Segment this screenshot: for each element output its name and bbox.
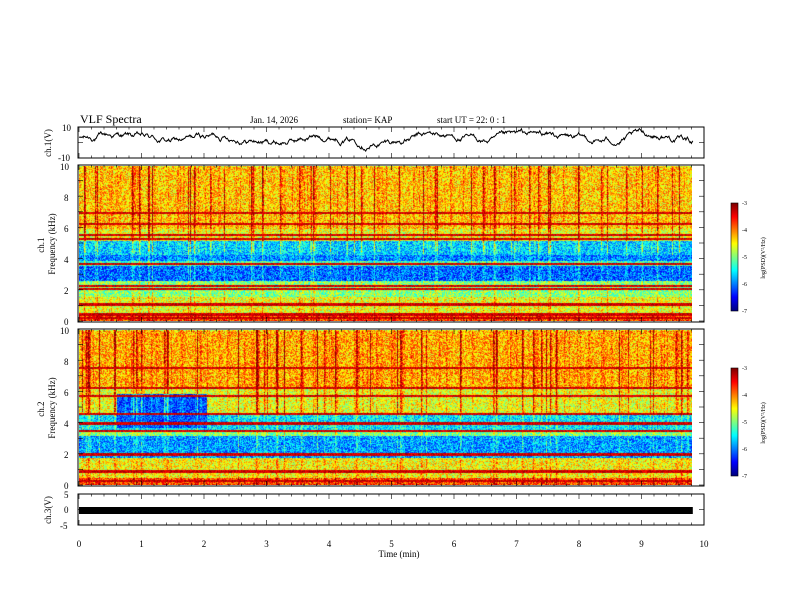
- ch1-cb-tick-6: -6: [742, 282, 747, 288]
- ch2-ylabel-line1: ch.2: [36, 402, 46, 417]
- ch1-waveform-trace: [78, 127, 694, 152]
- start-time-label: start UT = 22: 0 : 1: [437, 115, 506, 125]
- ch1-colorbar: [731, 203, 738, 311]
- ch1-ytick-2: 2: [64, 286, 69, 296]
- ch2-spectrogram-image: [79, 330, 692, 485]
- ch1-spectrogram-image: [79, 166, 692, 321]
- ch3-ytick-minus5: -5: [60, 521, 68, 531]
- time-tick-label-2: 2: [202, 539, 207, 549]
- ch2-spectrogram-frame: [77, 328, 705, 487]
- ch1-ylabel-line1: ch.1: [36, 238, 46, 253]
- ch3-ytick-0: 0: [64, 505, 69, 515]
- time-tick-label-10: 10: [700, 539, 710, 549]
- time-axis-label: Time (min): [379, 549, 420, 559]
- ch3-ytick-5: 5: [64, 490, 69, 500]
- time-tick-label-9: 9: [639, 539, 644, 549]
- ch3-waveform-panel: 5 0 -5 ch.3(V) 0 1 2 3 4 5 6 7 8 9 10 Time (min): [43, 490, 709, 559]
- date-label: Jan. 14, 2026: [250, 115, 298, 125]
- ch2-spectrogram-panel: 0 2 4 6 8 10 ch.2 Frequency (kHz) -3 -4 …: [36, 326, 767, 491]
- ch2-cb-tick-3: -3: [742, 366, 747, 372]
- ch3-ylabel: ch.3(V): [43, 496, 53, 524]
- time-tick-label-8: 8: [577, 539, 582, 549]
- time-tick-label-1: 1: [139, 539, 144, 549]
- ch1-ytick-8: 8: [64, 193, 69, 203]
- time-tick-label-0: 0: [77, 539, 82, 549]
- ch1-ylabel-line2: Frequency (kHz): [47, 213, 57, 274]
- ch2-cb-tick-4: -4: [742, 393, 747, 399]
- ch2-ytick-10: 10: [60, 326, 70, 336]
- ch2-cb-tick-6: -6: [742, 447, 747, 453]
- ch3-waveform-trace: [79, 507, 693, 514]
- ch3-waveform-ticks: [78, 494, 705, 525]
- ch1-colorbar-label: log(PSD)(V²/Hz): [760, 237, 767, 278]
- ch1-waveform-ticks: [78, 127, 705, 158]
- ch1-ytick-bottom: -10: [58, 153, 70, 163]
- ch1-cb-tick-7: -7: [742, 309, 747, 315]
- ch1-colorbar-frame: [730, 202, 739, 312]
- ch1-ytick-10: 10: [60, 162, 70, 172]
- ch2-ytick-2: 2: [64, 450, 69, 460]
- ch2-ytick-6: 6: [64, 388, 69, 398]
- ch1-spectrogram-ticks: [78, 164, 705, 322]
- ch1-cb-tick-5: -5: [742, 255, 747, 261]
- ch2-colorbar-frame: [730, 367, 739, 477]
- ch2-colorbar: [731, 368, 738, 476]
- time-tick-label-5: 5: [389, 539, 394, 549]
- ch2-cb-tick-5: -5: [742, 420, 747, 426]
- ch1-ytick-4: 4: [64, 255, 69, 265]
- time-axis-tick-labels: 0 1 2 3 4 5 6 7 8 9 10: [77, 539, 709, 549]
- ch1-waveform-panel: 10 -10 ch.1(V): [43, 123, 705, 163]
- ch1-spectrogram-frame: [77, 164, 705, 323]
- ch1-spectrogram-panel: 0 2 4 6 8 10 ch.1 Frequency (kHz) -3 -4 …: [36, 162, 767, 327]
- ch2-colorbar-label: log(PSD)(V²/Hz): [760, 402, 767, 443]
- ch2-ytick-8: 8: [64, 357, 69, 367]
- ch2-ytick-4: 4: [64, 419, 69, 429]
- ch1-spectrogram-ylabel: ch.1 Frequency (kHz): [36, 213, 57, 274]
- ch2-spectrogram-ylabel: ch.2 Frequency (kHz): [36, 377, 57, 438]
- ch2-ytick-0: 0: [64, 481, 69, 491]
- ch2-ylabel-line2: Frequency (kHz): [47, 377, 57, 438]
- time-tick-label-6: 6: [452, 539, 457, 549]
- ch1-ytick-6: 6: [64, 224, 69, 234]
- ch2-cb-tick-7: -7: [742, 474, 747, 480]
- time-tick-label-3: 3: [264, 539, 269, 549]
- ch2-spectrogram-ticks: [78, 328, 705, 486]
- time-tick-label-7: 7: [514, 539, 519, 549]
- figure-title: VLF Spectra: [80, 112, 142, 126]
- ch1-cb-tick-4: -4: [742, 228, 747, 234]
- station-label: station= KAP: [343, 115, 392, 125]
- ch1-ytick-top: 10: [62, 123, 72, 133]
- time-tick-label-4: 4: [327, 539, 332, 549]
- ch1-ytick-0: 0: [64, 317, 69, 327]
- ch1-ylabel: ch.1(V): [43, 129, 53, 157]
- ch1-cb-tick-3: -3: [742, 201, 747, 207]
